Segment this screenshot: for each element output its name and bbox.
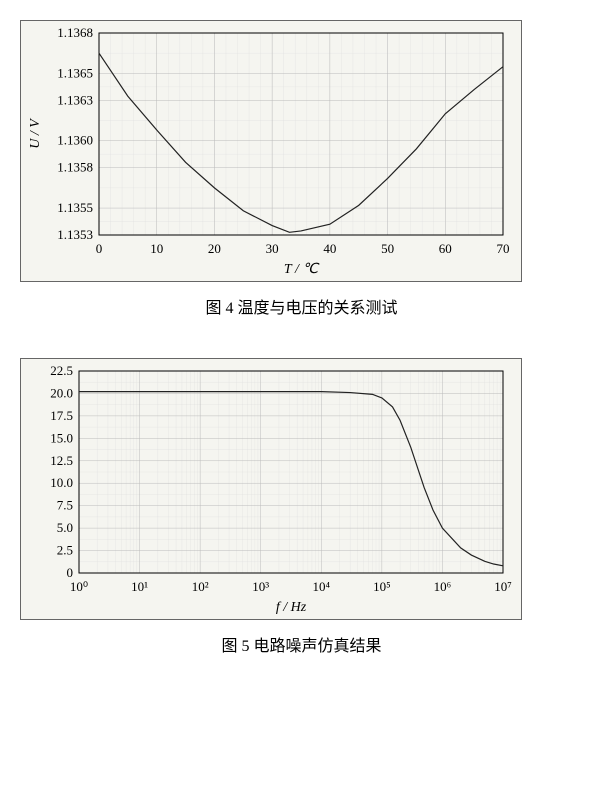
svg-text:1.1355: 1.1355: [57, 200, 93, 215]
svg-text:50: 50: [381, 241, 394, 256]
svg-text:30: 30: [266, 241, 279, 256]
svg-text:15.0: 15.0: [50, 430, 73, 445]
figure-5-caption: 图 5 电路噪声仿真结果: [20, 632, 583, 656]
svg-text:10⁶: 10⁶: [434, 579, 452, 594]
figure-4-caption: 图 4 温度与电压的关系测试: [20, 294, 583, 318]
svg-text:1.1353: 1.1353: [57, 227, 93, 242]
figure-4-chart: 0 10 20 30 40 50 60 70 1.1353 1.1355 1.1358 1.1360 1…: [20, 20, 522, 282]
svg-text:70: 70: [497, 241, 510, 256]
svg-text:1.1368: 1.1368: [57, 25, 93, 40]
figure-5-container: 10⁰ 10¹ 10² 10³ 10⁴ 10⁵ 10⁶ 10⁷ 0 2.5 5.0 7.5 10.0 12…: [20, 358, 583, 656]
figure-5-chart: 10⁰ 10¹ 10² 10³ 10⁴ 10⁵ 10⁶ 10⁷ 0 2.5 5.0 7.5 10.0 12…: [20, 358, 522, 620]
svg-text:7.5: 7.5: [57, 498, 73, 513]
svg-text:10: 10: [150, 241, 163, 256]
svg-text:10⁷: 10⁷: [494, 579, 512, 594]
svg-text:40: 40: [323, 241, 336, 256]
svg-text:5.0: 5.0: [57, 520, 73, 535]
svg-text:10¹: 10¹: [131, 579, 148, 594]
svg-text:U / V: U / V: [28, 118, 43, 149]
svg-text:12.5: 12.5: [50, 453, 73, 468]
svg-text:20: 20: [208, 241, 221, 256]
svg-text:20.0: 20.0: [50, 385, 73, 400]
svg-text:2.5: 2.5: [57, 543, 73, 558]
svg-text:22.5: 22.5: [50, 363, 73, 378]
svg-text:0: 0: [96, 241, 103, 256]
svg-text:10.0: 10.0: [50, 475, 73, 490]
svg-text:10⁵: 10⁵: [373, 579, 391, 594]
figure-4-container: 0 10 20 30 40 50 60 70 1.1353 1.1355 1.1358 1.1360 1…: [20, 20, 583, 318]
svg-text:1.1363: 1.1363: [57, 92, 93, 107]
svg-text:1.1358: 1.1358: [57, 160, 93, 175]
svg-text:0: 0: [67, 565, 74, 580]
svg-text:60: 60: [439, 241, 452, 256]
svg-text:17.5: 17.5: [50, 408, 73, 423]
svg-text:10²: 10²: [192, 579, 209, 594]
svg-text:1.1365: 1.1365: [57, 65, 93, 80]
svg-text:T / ℃: T / ℃: [284, 262, 320, 277]
svg-text:f / Hz: f / Hz: [276, 600, 307, 615]
svg-text:10⁰: 10⁰: [70, 579, 88, 594]
svg-text:10⁴: 10⁴: [313, 579, 331, 594]
svg-text:10³: 10³: [252, 579, 269, 594]
svg-text:1.1360: 1.1360: [57, 133, 93, 148]
